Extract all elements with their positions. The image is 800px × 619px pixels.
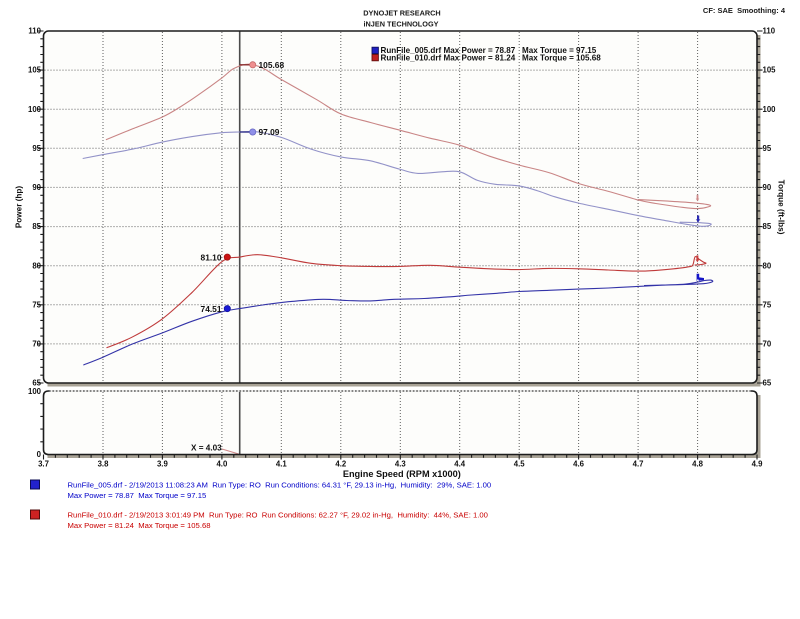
svg-text:4.7: 4.7 <box>633 460 644 469</box>
svg-text:0: 0 <box>37 450 42 459</box>
svg-text:100: 100 <box>28 387 42 396</box>
svg-text:105.68: 105.68 <box>259 60 285 70</box>
svg-text:iNJEN TECHNOLOGY: iNJEN TECHNOLOGY <box>363 20 438 29</box>
svg-text:65: 65 <box>32 379 41 388</box>
svg-text:Engine Speed (RPM x1000): Engine Speed (RPM x1000) <box>343 469 461 479</box>
svg-text:75: 75 <box>32 300 41 309</box>
svg-text:100: 100 <box>28 105 42 114</box>
svg-text:4.6: 4.6 <box>573 460 585 469</box>
svg-text:Max Torque = 105.68: Max Torque = 105.68 <box>522 53 601 62</box>
svg-text:Max Power = 78.87 Max Torque: Max Power = 78.87 Max Torque = 97.15 <box>68 491 207 500</box>
svg-text:4.9: 4.9 <box>752 460 764 469</box>
svg-text:X = 4.03: X = 4.03 <box>191 444 222 453</box>
svg-text:110: 110 <box>763 27 776 36</box>
svg-text:RunFile_010.drf - 2/19/2013 3:: RunFile_010.drf - 2/19/2013 3:01:49 PM R… <box>68 511 488 520</box>
svg-text:90: 90 <box>763 183 772 192</box>
svg-text:4.1: 4.1 <box>276 460 288 469</box>
svg-text:3.9: 3.9 <box>157 460 169 469</box>
svg-text:RunFile_005.drf - 2/19/2013 11: RunFile_005.drf - 2/19/2013 11:08:23 AM … <box>68 481 492 490</box>
svg-text:RunFile_005.drf Max Power = 78: RunFile_005.drf Max Power = 78.87 <box>381 46 516 55</box>
svg-text:Max Torque = 97.15: Max Torque = 97.15 <box>522 46 597 55</box>
svg-text:DYNOJET RESEARCH: DYNOJET RESEARCH <box>363 9 440 18</box>
svg-text:95: 95 <box>32 144 41 153</box>
svg-text:85: 85 <box>32 222 41 231</box>
svg-text:81.10: 81.10 <box>201 252 222 262</box>
svg-text:4.8: 4.8 <box>692 460 704 469</box>
svg-text:4.2: 4.2 <box>335 460 347 469</box>
svg-text:105: 105 <box>28 66 42 75</box>
svg-text:97.09: 97.09 <box>259 127 280 137</box>
svg-text:70: 70 <box>763 340 772 349</box>
svg-text:80: 80 <box>763 261 772 270</box>
svg-text:Max Power = 81.24 Max Torque: Max Power = 81.24 Max Torque = 105.68 <box>68 521 211 530</box>
svg-text:3.8: 3.8 <box>98 460 110 469</box>
svg-text:Power (hp): Power (hp) <box>15 186 24 229</box>
svg-text:105: 105 <box>763 66 777 75</box>
svg-text:80: 80 <box>32 261 41 270</box>
svg-text:110: 110 <box>28 27 41 36</box>
svg-text:85: 85 <box>763 222 772 231</box>
svg-text:65: 65 <box>763 379 772 388</box>
svg-text:4.4: 4.4 <box>454 460 466 469</box>
svg-text:4.3: 4.3 <box>395 460 407 469</box>
svg-text:CF: SAE Smoothing: 4: CF: SAE Smoothing: 4 <box>703 6 786 15</box>
svg-text:3.7: 3.7 <box>38 460 49 469</box>
svg-text:90: 90 <box>32 183 41 192</box>
svg-text:75: 75 <box>763 300 772 309</box>
svg-text:RunFile_010.drf Max Power = 81: RunFile_010.drf Max Power = 81.24 <box>381 53 516 62</box>
svg-text:74.51: 74.51 <box>201 304 222 314</box>
svg-text:100: 100 <box>763 105 777 114</box>
svg-text:4.5: 4.5 <box>514 460 526 469</box>
svg-text:4.0: 4.0 <box>216 460 228 469</box>
svg-text:Torque (ft-lbs): Torque (ft-lbs) <box>777 180 786 235</box>
svg-text:70: 70 <box>32 340 41 349</box>
svg-text:95: 95 <box>763 144 772 153</box>
